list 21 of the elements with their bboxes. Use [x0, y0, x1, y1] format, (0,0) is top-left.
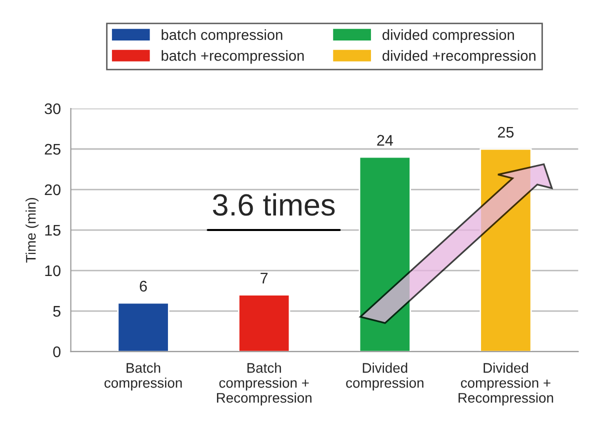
legend-label: divided compression — [382, 29, 514, 43]
x-tick-label: Divided compression + Recompression — [458, 362, 554, 406]
data-label: 7 — [260, 272, 268, 284]
y-axis-title: Time (min) — [26, 198, 39, 263]
y-tick-label: 25 — [44, 144, 60, 155]
annotation: 3.6 times — [212, 193, 335, 216]
legend-label: batch compression — [162, 29, 282, 43]
y-tick-label: 0 — [53, 346, 60, 358]
y-tick-label: 30 — [44, 103, 60, 114]
y-tick-label: 5 — [53, 306, 60, 317]
y-tick-label: 10 — [45, 265, 60, 276]
x-tick-label: Batch compression — [104, 362, 182, 391]
y-tick-label: 15 — [45, 225, 60, 236]
legend-label: batch +recompression — [162, 50, 304, 64]
data-label: 6 — [140, 280, 147, 292]
data-label: 24 — [377, 134, 393, 146]
legend-label: divided +recompression — [382, 50, 536, 64]
x-tick-label: Divided compression — [346, 362, 424, 391]
x-tick-label: Batch compression + Recompression — [216, 362, 312, 406]
data-label: 25 — [498, 126, 514, 138]
y-tick-label: 20 — [44, 184, 60, 196]
